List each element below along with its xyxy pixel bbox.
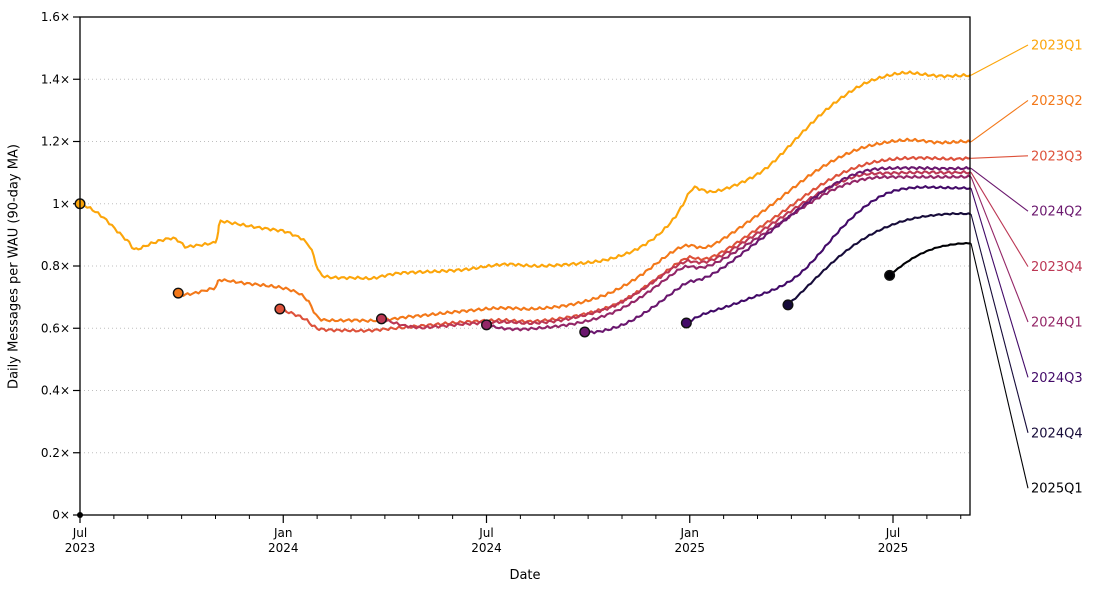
series-label-2023Q1: 2023Q1 <box>1031 39 1083 54</box>
series-label-2024Q1: 2024Q1 <box>1031 316 1083 331</box>
leader-line-2024Q3 <box>970 188 1029 378</box>
x-axis-title: Date <box>509 568 541 583</box>
cohort-start-marker-2023Q3 <box>274 303 286 315</box>
cohort-start-marker-2023Q2 <box>172 287 184 299</box>
leader-line-2024Q1 <box>970 176 1029 323</box>
y-tick-label: 0.6× <box>41 321 70 335</box>
leader-line-2023Q4 <box>970 172 1029 267</box>
x-tick-label: Jan <box>273 526 293 540</box>
leader-line-2023Q3 <box>970 155 1029 159</box>
series-line-2024Q4 <box>786 211 971 307</box>
x-tick-label: Jan <box>680 526 700 540</box>
y-tick-label: 0.8× <box>41 259 70 273</box>
series-label-2024Q4: 2024Q4 <box>1031 426 1083 441</box>
y-tick-label: 0.4× <box>41 384 70 398</box>
leader-line-2024Q2 <box>970 167 1029 212</box>
x-tick-label: 2024 <box>268 541 299 555</box>
y-tick-label: 1.6× <box>41 10 70 24</box>
cohort-start-marker-2024Q1 <box>481 319 493 331</box>
series-line-2024Q3 <box>685 185 971 324</box>
y-tick-label: 1.2× <box>41 135 70 149</box>
series-label-2023Q2: 2023Q2 <box>1031 94 1083 109</box>
x-tick-label: 2025 <box>878 541 909 555</box>
series-line-2025Q1 <box>888 241 971 276</box>
leader-line-2023Q2 <box>970 99 1029 143</box>
x-tick-label: 2023 <box>65 541 96 555</box>
x-tick-label: 2025 <box>674 541 705 555</box>
leader-line-2025Q1 <box>970 243 1029 489</box>
cohort-start-marker-2023Q4 <box>375 313 387 325</box>
leader-line-2023Q1 <box>970 44 1029 76</box>
series-line-2023Q2 <box>177 137 971 323</box>
y-tick-label: 1× <box>52 197 70 211</box>
plot-border <box>79 16 971 516</box>
series-label-2023Q3: 2023Q3 <box>1031 149 1083 164</box>
x-tick-label: 2024 <box>471 541 502 555</box>
cohort-start-marker-2025Q1 <box>884 269 896 281</box>
series-label-2023Q4: 2023Q4 <box>1031 260 1083 275</box>
series-label-2024Q3: 2024Q3 <box>1031 371 1083 386</box>
cohort-start-marker-2024Q3 <box>680 317 692 329</box>
y-tick-label: 0× <box>52 508 70 522</box>
x-tick-label: Jul <box>885 526 900 540</box>
leader-line-2024Q4 <box>970 213 1029 433</box>
series-line-2024Q1 <box>485 174 971 332</box>
y-axis-title: Daily Messages per WAU (90-day MA) <box>6 144 22 389</box>
cohort-start-marker-2024Q4 <box>782 299 794 311</box>
y-tick-label: 0.2× <box>41 446 70 460</box>
x-tick-label: Jul <box>478 526 493 540</box>
series-label-2024Q2: 2024Q2 <box>1031 205 1083 220</box>
series-line-2024Q2 <box>583 165 971 335</box>
x-tick-label: Jul <box>72 526 87 540</box>
series-line-2023Q1 <box>78 70 971 281</box>
series-label-2025Q1: 2025Q1 <box>1031 482 1083 497</box>
y-tick-label: 1.4× <box>41 72 70 86</box>
cohort-start-marker-2024Q2 <box>579 326 591 338</box>
